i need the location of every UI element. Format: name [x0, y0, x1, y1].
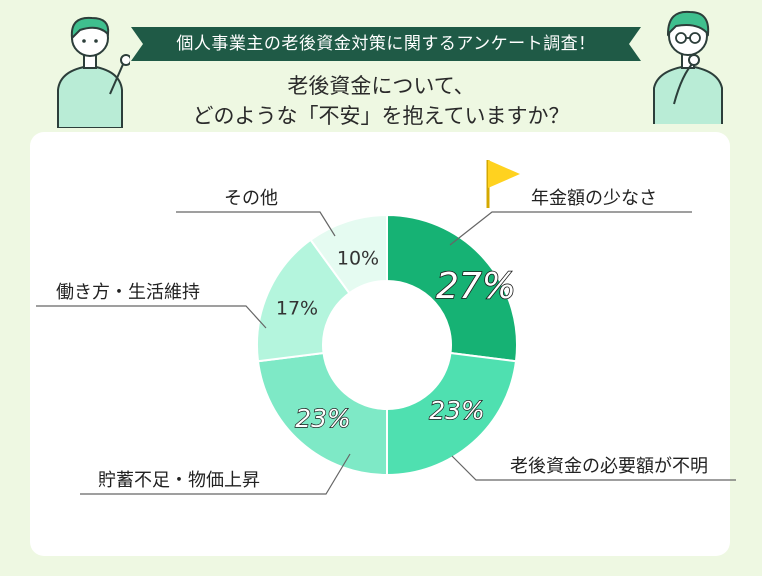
leader-line-unknown-amount: [451, 455, 736, 481]
value-label-other: 10%: [337, 248, 379, 270]
leader-line-pension: [449, 211, 692, 246]
banner-text: 個人事業主の老後資金対策に関するアンケート調査！: [176, 34, 596, 54]
flag-icon: [486, 160, 520, 208]
chart-card: [30, 132, 730, 556]
question-title-line1: 老後資金について、: [287, 74, 475, 98]
category-label-unknown-amount: 老後資金の必要額が不明: [510, 456, 708, 477]
value-label-savings: 23%: [295, 404, 351, 433]
value-label-pension: 27%: [436, 266, 516, 307]
slice-other: [309, 213, 388, 295]
category-label-work: 働き方・生活維持: [56, 282, 200, 303]
survey-banner: 個人事業主の老後資金対策に関するアンケート調査！: [131, 27, 641, 61]
banner-ribbon: [131, 27, 641, 61]
person-illustration-right: [653, 10, 723, 124]
leader-line-other: [176, 211, 336, 237]
category-label-pension: 年金額の少なさ: [531, 188, 657, 209]
category-label-savings: 貯蓄不足・物価上昇: [98, 470, 260, 491]
slice-unknown-amount: [386, 351, 518, 477]
leader-line-work: [36, 305, 267, 329]
person-illustration-left: [57, 16, 130, 128]
slice-pension: [386, 213, 518, 363]
category-label-other: その他: [224, 188, 278, 209]
slice-savings: [256, 351, 388, 477]
value-label-work: 17%: [276, 298, 318, 320]
question-title-line2: どのような「不安」を抱えていますか？: [192, 104, 570, 128]
value-label-unknown-amount: 23%: [429, 396, 485, 425]
leader-line-savings: [80, 453, 351, 495]
